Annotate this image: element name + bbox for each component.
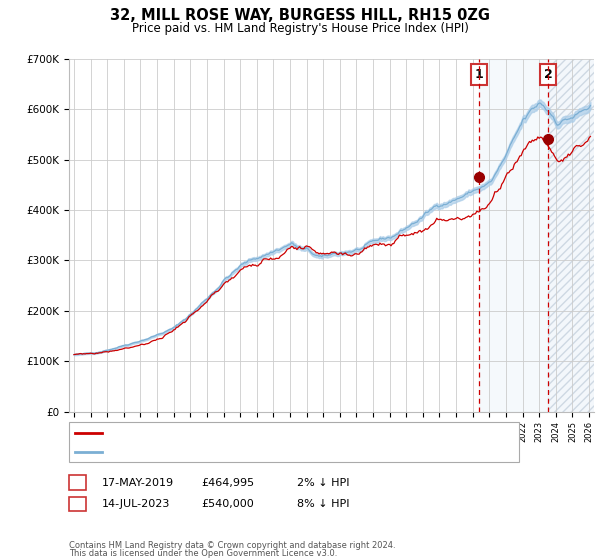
- Text: 14-JUL-2023: 14-JUL-2023: [102, 499, 170, 509]
- Bar: [548, 59, 594, 412]
- Text: Price paid vs. HM Land Registry's House Price Index (HPI): Price paid vs. HM Land Registry's House …: [131, 22, 469, 35]
- Text: Contains HM Land Registry data © Crown copyright and database right 2024.: Contains HM Land Registry data © Crown c…: [69, 541, 395, 550]
- Bar: [479, 59, 548, 412]
- Text: 32, MILL ROSE WAY, BURGESS HILL, RH15 0ZG: 32, MILL ROSE WAY, BURGESS HILL, RH15 0Z…: [110, 8, 490, 24]
- Text: This data is licensed under the Open Government Licence v3.0.: This data is licensed under the Open Gov…: [69, 549, 337, 558]
- Text: 32, MILL ROSE WAY, BURGESS HILL, RH15 0ZG (detached house): 32, MILL ROSE WAY, BURGESS HILL, RH15 0Z…: [107, 428, 424, 438]
- Text: 2% ↓ HPI: 2% ↓ HPI: [297, 478, 349, 488]
- Text: 8% ↓ HPI: 8% ↓ HPI: [297, 499, 349, 509]
- Text: 2: 2: [74, 499, 81, 509]
- Text: HPI: Average price, detached house, Lewes: HPI: Average price, detached house, Lewe…: [107, 447, 318, 457]
- Text: 1: 1: [475, 68, 484, 81]
- Text: 1: 1: [74, 478, 81, 488]
- Text: 2: 2: [544, 68, 553, 81]
- Text: £540,000: £540,000: [201, 499, 254, 509]
- Text: 17-MAY-2019: 17-MAY-2019: [102, 478, 174, 488]
- Text: £464,995: £464,995: [201, 478, 254, 488]
